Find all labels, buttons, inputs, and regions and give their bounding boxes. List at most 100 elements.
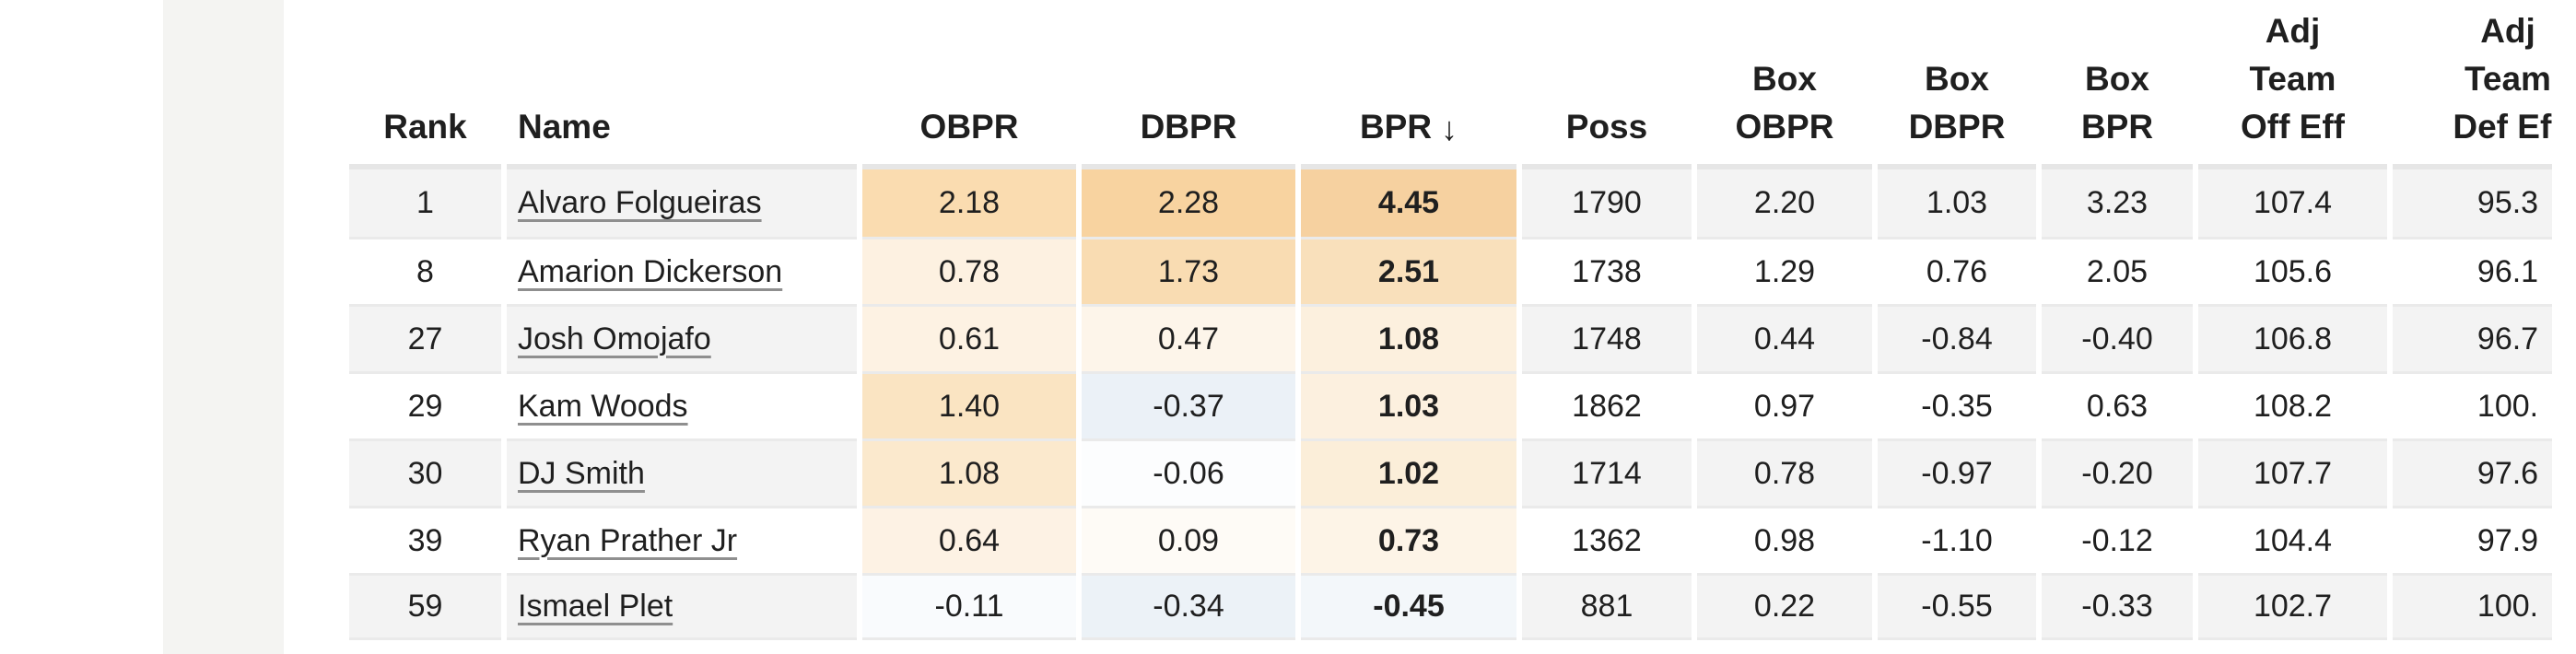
column-header-name[interactable]: Name xyxy=(507,0,857,169)
cell-bpr: 1.03 xyxy=(1301,371,1516,438)
players-table-viewport[interactable]: Rank Name OBPR DBPR BPR ↓ Poss Box OBPR Box DBPR Bo… xyxy=(344,0,2552,654)
cell-box_dbpr: -0.55 xyxy=(1878,573,2036,640)
cell-box_dbpr: 1.03 xyxy=(1878,169,2036,237)
column-header-label: DBPR xyxy=(1140,108,1237,146)
column-header-obpr[interactable]: OBPR xyxy=(862,0,1076,169)
cell-box_bpr: -0.40 xyxy=(2042,304,2193,371)
cell-adj_team_def_eff: 96.7 xyxy=(2393,304,2552,371)
cell-adj_team_def_eff: 96.1 xyxy=(2393,237,2552,304)
cell-obpr: 0.64 xyxy=(862,506,1076,573)
cell-name: Ismael Plet xyxy=(507,573,857,640)
cell-obpr: 1.40 xyxy=(862,371,1076,438)
cell-box_obpr: 0.98 xyxy=(1697,506,1872,573)
player-name-link[interactable]: Kam Woods xyxy=(518,388,688,424)
cell-bpr: 0.73 xyxy=(1301,506,1516,573)
player-name-link[interactable]: DJ Smith xyxy=(518,455,645,491)
cell-poss: 1738 xyxy=(1522,237,1692,304)
cell-poss: 1362 xyxy=(1522,506,1692,573)
cell-name: DJ Smith xyxy=(507,438,857,506)
column-header-box_bpr[interactable]: Box BPR xyxy=(2042,0,2193,169)
cell-poss: 1748 xyxy=(1522,304,1692,371)
cell-box_obpr: 0.22 xyxy=(1697,573,1872,640)
cell-name: Alvaro Folgueiras xyxy=(507,169,857,237)
cell-adj_team_def_eff: 97.9 xyxy=(2393,506,2552,573)
cell-adj_team_def_eff: 100. xyxy=(2393,573,2552,640)
cell-rank: 8 xyxy=(349,237,501,304)
cell-dbpr: 2.28 xyxy=(1082,169,1295,237)
column-header-rank[interactable]: Rank xyxy=(349,0,501,169)
player-name-link[interactable]: Amarion Dickerson xyxy=(518,253,783,289)
cell-poss: 881 xyxy=(1522,573,1692,640)
column-header-label: Rank xyxy=(383,108,467,146)
cell-name: Kam Woods xyxy=(507,371,857,438)
table-row: 1 Alvaro Folgueiras 2.18 2.28 4.45 1790 2.20 1.… xyxy=(349,169,2552,237)
column-header-label: Box xyxy=(2085,60,2149,98)
player-name-link[interactable]: Alvaro Folgueiras xyxy=(518,185,762,220)
player-name-link[interactable]: Ryan Prather Jr xyxy=(518,522,738,558)
cell-box_obpr: 2.20 xyxy=(1697,169,1872,237)
cell-adj_team_off_eff: 102.7 xyxy=(2198,573,2387,640)
column-header-label: BPR xyxy=(2080,108,2154,146)
cell-adj_team_off_eff: 107.4 xyxy=(2198,169,2387,237)
cell-box_dbpr: 0.76 xyxy=(1878,237,2036,304)
cell-adj_team_def_eff: 97.6 xyxy=(2393,438,2552,506)
cell-box_dbpr: -0.35 xyxy=(1878,371,2036,438)
table-header-row: Rank Name OBPR DBPR BPR ↓ Poss Box OBPR Box DBPR Bo… xyxy=(349,0,2552,169)
column-header-label: Team xyxy=(2465,60,2551,98)
cell-bpr: 2.51 xyxy=(1301,237,1516,304)
player-name-link[interactable]: Josh Omojafo xyxy=(518,321,711,356)
cell-adj_team_def_eff: 95.3 xyxy=(2393,169,2552,237)
column-header-label: OBPR xyxy=(919,108,1019,146)
column-header-label: BPR xyxy=(1359,108,1433,146)
cell-dbpr: -0.34 xyxy=(1082,573,1295,640)
column-header-label: OBPR xyxy=(1735,108,1834,146)
cell-box_obpr: 1.29 xyxy=(1697,237,1872,304)
cell-box_dbpr: -1.10 xyxy=(1878,506,2036,573)
cell-poss: 1714 xyxy=(1522,438,1692,506)
cell-bpr: 1.08 xyxy=(1301,304,1516,371)
cell-box_bpr: 2.05 xyxy=(2042,237,2193,304)
cell-box_obpr: 0.78 xyxy=(1697,438,1872,506)
cell-obpr: 0.78 xyxy=(862,237,1076,304)
cell-obpr: 1.08 xyxy=(862,438,1076,506)
cell-adj_team_off_eff: 107.7 xyxy=(2198,438,2387,506)
table-row: 29 Kam Woods 1.40 -0.37 1.03 1862 0.97 -0.35 0.6… xyxy=(349,371,2552,438)
table-row: 30 DJ Smith 1.08 -0.06 1.02 1714 0.78 -0.97 -0.2… xyxy=(349,438,2552,506)
cell-bpr: -0.45 xyxy=(1301,573,1516,640)
player-name-link[interactable]: Ismael Plet xyxy=(518,589,673,624)
cell-obpr: 0.61 xyxy=(862,304,1076,371)
cell-dbpr: 0.09 xyxy=(1082,506,1295,573)
cell-poss: 1790 xyxy=(1522,169,1692,237)
cell-rank: 59 xyxy=(349,573,501,640)
cell-name: Ryan Prather Jr xyxy=(507,506,857,573)
column-header-adj_team_off_eff[interactable]: Adj Team Off Eff xyxy=(2198,0,2387,169)
cell-dbpr: 0.47 xyxy=(1082,304,1295,371)
table-body: 1 Alvaro Folgueiras 2.18 2.28 4.45 1790 2.20 1.… xyxy=(349,169,2552,640)
column-header-bpr[interactable]: BPR ↓ xyxy=(1301,0,1516,169)
table-row: 59 Ismael Plet -0.11 -0.34 -0.45 881 0.22 -0.55… xyxy=(349,573,2552,640)
cell-dbpr: 1.73 xyxy=(1082,237,1295,304)
cell-adj_team_def_eff: 100. xyxy=(2393,371,2552,438)
column-header-label: Poss xyxy=(1565,108,1648,146)
cell-adj_team_off_eff: 108.2 xyxy=(2198,371,2387,438)
cell-bpr: 4.45 xyxy=(1301,169,1516,237)
cell-box_bpr: -0.33 xyxy=(2042,573,2193,640)
cell-rank: 27 xyxy=(349,304,501,371)
column-header-label: Name xyxy=(518,108,611,146)
column-header-box_dbpr[interactable]: Box DBPR xyxy=(1878,0,2036,169)
cell-box_dbpr: -0.84 xyxy=(1878,304,2036,371)
column-header-adj_team_def_eff[interactable]: Adj Team Def Eff xyxy=(2393,0,2552,169)
column-header-poss[interactable]: Poss xyxy=(1522,0,1692,169)
cell-adj_team_off_eff: 106.8 xyxy=(2198,304,2387,371)
column-header-dbpr[interactable]: DBPR xyxy=(1082,0,1295,169)
cell-dbpr: -0.37 xyxy=(1082,371,1295,438)
column-header-box_obpr[interactable]: Box OBPR xyxy=(1697,0,1872,169)
table-row: 8 Amarion Dickerson 0.78 1.73 2.51 1738 1.29 0.… xyxy=(349,237,2552,304)
cell-rank: 1 xyxy=(349,169,501,237)
table-row: 39 Ryan Prather Jr 0.64 0.09 0.73 1362 0.98 -1.… xyxy=(349,506,2552,573)
column-header-label: Off Eff xyxy=(2240,108,2346,146)
column-header-label: Def Eff xyxy=(2453,108,2552,146)
cell-poss: 1862 xyxy=(1522,371,1692,438)
cell-box_obpr: 0.97 xyxy=(1697,371,1872,438)
